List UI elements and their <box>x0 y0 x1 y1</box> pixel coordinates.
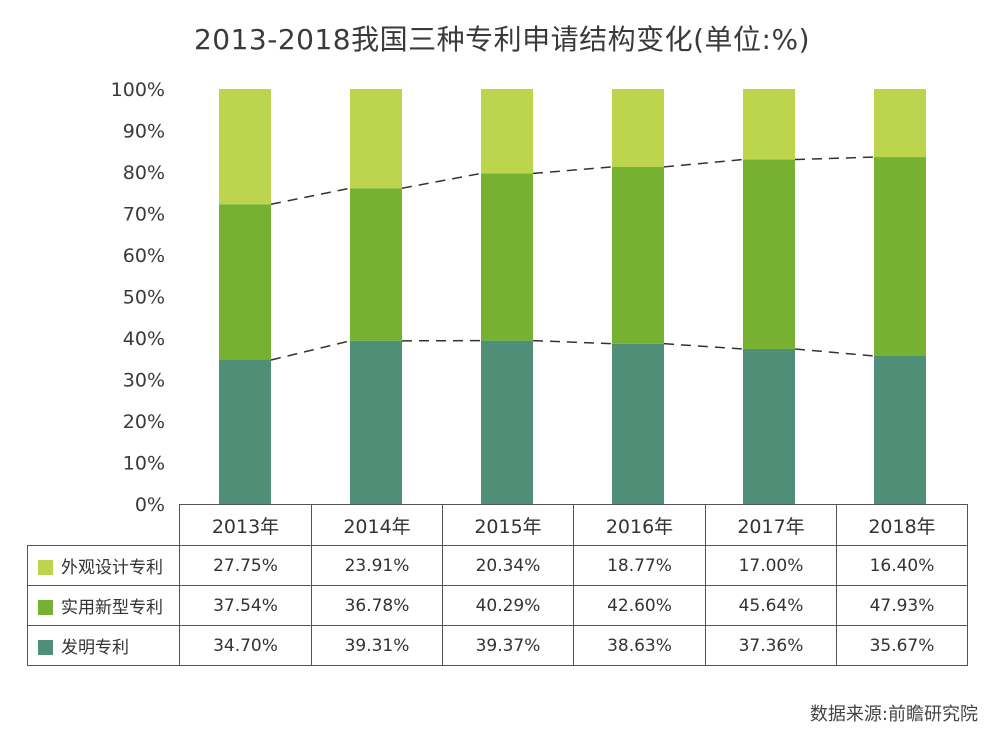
bar-segment <box>219 204 271 360</box>
legend-label: 实用新型专利 <box>61 598 163 618</box>
legend-swatch-invention <box>38 640 53 655</box>
y-tick-label: 20% <box>123 411 165 433</box>
legend-cell-invention: 发明专利 <box>27 625 180 666</box>
y-tick-label: 70% <box>123 204 165 226</box>
bar-segment <box>743 89 795 160</box>
table-header-cell: 2014年 <box>311 504 443 546</box>
chart-title: 2013-2018我国三种专利申请结构变化(单位:%) <box>193 23 810 56</box>
table-cell: 17.00% <box>705 545 837 586</box>
table-header-cell: 2018年 <box>836 504 968 546</box>
y-tick-label: 40% <box>123 328 165 350</box>
bar-segment <box>481 89 533 174</box>
connector-line <box>663 342 744 350</box>
connector-line <box>270 187 351 205</box>
table-cell: 38.63% <box>573 625 706 666</box>
connector-line <box>532 166 613 175</box>
connector-line <box>532 339 613 345</box>
table-header-cell: 2016年 <box>573 504 706 546</box>
table-header-cell: 2015年 <box>442 504 574 546</box>
table-row: 实用新型专利 37.54% 36.78% 40.29% 42.60% 45.64… <box>27 585 968 626</box>
legend-label: 发明专利 <box>61 638 129 658</box>
legend-swatch-design <box>38 560 53 575</box>
bar-segment <box>219 359 271 504</box>
table-cell: 23.91% <box>311 545 443 586</box>
y-tick-label: 80% <box>123 162 165 184</box>
y-tick-label: 30% <box>123 370 165 392</box>
table-corner <box>27 504 180 546</box>
table-cell: 27.75% <box>179 545 312 586</box>
bar-segment <box>350 89 402 189</box>
table-cell: 47.93% <box>836 585 968 626</box>
source-note: 数据来源:前瞻研究院 <box>809 704 978 725</box>
table-cell: 34.70% <box>179 625 312 666</box>
table-cell: 39.31% <box>311 625 443 666</box>
table-header-cell: 2013年 <box>179 504 312 546</box>
connector-line <box>270 340 351 361</box>
table-header-cell: 2017年 <box>705 504 837 546</box>
table-header-row: 2013年 2014年 2015年 2016年 2017年 2018年 <box>27 504 968 546</box>
connector-line <box>663 158 744 168</box>
legend-cell-design: 外观设计专利 <box>27 545 180 586</box>
legend-cell-utility: 实用新型专利 <box>27 585 180 626</box>
connector-line <box>794 348 875 357</box>
table-cell: 37.36% <box>705 625 837 666</box>
y-tick-label: 90% <box>123 121 165 143</box>
table-cell: 42.60% <box>573 585 706 626</box>
data-table: 2013年 2014年 2015年 2016年 2017年 2018年 外观设计… <box>27 504 968 666</box>
y-tick-label: 100% <box>111 79 165 101</box>
bar-segment <box>350 340 402 504</box>
table-cell: 39.37% <box>442 625 574 666</box>
bar-segment <box>481 173 533 341</box>
table-cell: 36.78% <box>311 585 443 626</box>
table-cell: 45.64% <box>705 585 837 626</box>
y-tick-label: 50% <box>123 287 165 309</box>
table-cell: 40.29% <box>442 585 574 626</box>
bar-segment <box>874 355 926 504</box>
bar-segment <box>219 89 271 205</box>
legend-swatch-utility <box>38 600 53 615</box>
y-tick-label: 10% <box>123 453 165 475</box>
table-cell: 20.34% <box>442 545 574 586</box>
bar-segment <box>743 159 795 349</box>
bar-segment <box>612 89 664 167</box>
connector-line <box>401 172 482 189</box>
table-cell: 18.77% <box>573 545 706 586</box>
table-cell: 35.67% <box>836 625 968 666</box>
legend-label: 外观设计专利 <box>61 558 163 578</box>
table-row: 外观设计专利 27.75% 23.91% 20.34% 18.77% 17.00… <box>27 545 968 586</box>
bar-segment <box>874 89 926 158</box>
bar-segment <box>350 188 402 341</box>
y-tick-label: 60% <box>123 245 165 267</box>
table-cell: 37.54% <box>179 585 312 626</box>
bar-segment <box>481 340 533 504</box>
connector-line <box>794 156 875 161</box>
table-cell: 16.40% <box>836 545 968 586</box>
bar-segment <box>874 157 926 356</box>
table-row: 发明专利 34.70% 39.31% 39.37% 38.63% 37.36% … <box>27 625 968 666</box>
bar-segment <box>612 166 664 344</box>
bar-segment <box>743 348 795 504</box>
bar-segment <box>612 343 664 504</box>
